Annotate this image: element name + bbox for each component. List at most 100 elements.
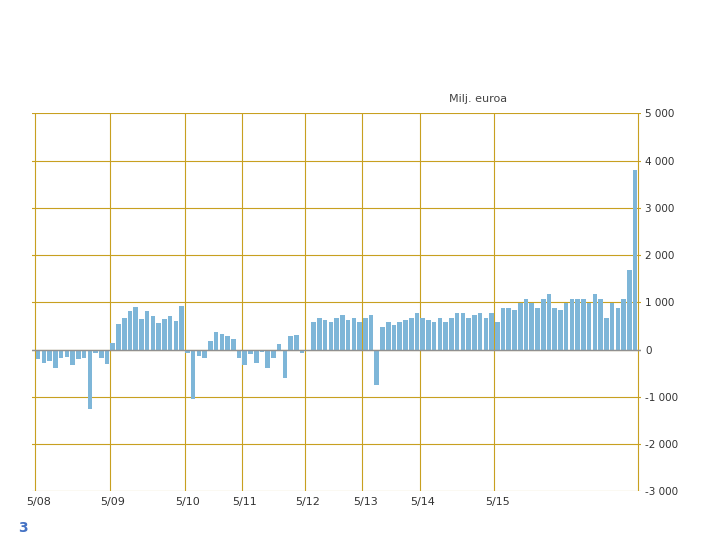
Bar (133, 307, 138, 350)
Bar (598, 299, 603, 350)
Bar (254, 350, 258, 363)
Bar (535, 308, 540, 350)
Bar (71, 350, 75, 365)
Bar (484, 318, 488, 350)
Bar (53, 350, 58, 368)
Bar (191, 350, 195, 399)
Bar (386, 322, 390, 350)
Bar (426, 320, 431, 350)
Bar (409, 318, 413, 350)
Bar (455, 313, 459, 350)
Bar (627, 271, 631, 350)
Bar (185, 350, 189, 354)
Bar (59, 350, 63, 358)
Bar (581, 299, 585, 350)
Bar (231, 339, 235, 350)
Bar (403, 320, 408, 350)
Bar (197, 350, 201, 356)
Bar (220, 334, 224, 350)
Bar (208, 341, 212, 350)
Bar (145, 312, 150, 350)
Text: NETTOMERKINNÄT SUOMALAISISSA: NETTOMERKINNÄT SUOMALAISISSA (18, 22, 392, 40)
Bar (633, 170, 637, 350)
Bar (94, 350, 98, 354)
Bar (346, 320, 351, 350)
Bar (529, 303, 534, 350)
Bar (225, 336, 230, 350)
Bar (266, 350, 270, 368)
Bar (518, 303, 523, 350)
Bar (36, 350, 40, 359)
Bar (380, 327, 384, 350)
Bar (478, 313, 482, 350)
Bar (444, 322, 448, 350)
Bar (351, 318, 356, 350)
Text: SIJOITUSRAHASTOISSA: SIJOITUSRAHASTOISSA (18, 60, 259, 79)
Bar (604, 318, 608, 350)
Bar (174, 321, 178, 350)
Bar (541, 299, 546, 350)
Bar (277, 344, 282, 350)
Bar (461, 313, 465, 350)
Bar (621, 299, 626, 350)
Bar (328, 322, 333, 350)
Bar (150, 315, 156, 350)
Bar (156, 323, 161, 350)
Bar (294, 335, 299, 350)
Bar (575, 299, 580, 350)
Bar (558, 310, 563, 350)
Bar (570, 299, 575, 350)
Bar (363, 318, 368, 350)
Bar (202, 350, 207, 358)
Bar (438, 318, 442, 350)
Bar (564, 303, 569, 350)
Bar (311, 322, 316, 350)
Bar (415, 313, 419, 350)
Bar (512, 310, 517, 350)
Bar (305, 350, 310, 351)
Bar (449, 318, 454, 350)
Bar (552, 308, 557, 350)
Bar (323, 320, 328, 350)
Bar (127, 311, 132, 350)
Bar (283, 350, 287, 378)
Bar (237, 350, 241, 358)
Bar (104, 350, 109, 364)
Bar (369, 315, 374, 350)
Bar (357, 322, 362, 350)
Bar (289, 336, 293, 350)
Bar (139, 319, 144, 350)
Bar (490, 313, 494, 350)
Bar (610, 303, 614, 350)
Bar (99, 350, 104, 358)
Bar (82, 350, 86, 357)
Bar (42, 350, 46, 363)
Bar (467, 318, 471, 350)
Bar (248, 350, 253, 354)
Bar (76, 350, 81, 359)
Text: Milj. euroa: Milj. euroa (449, 94, 508, 104)
Bar (179, 306, 184, 350)
Bar (392, 325, 396, 350)
Bar (271, 350, 276, 358)
Bar (397, 322, 402, 350)
Bar (110, 342, 115, 350)
Bar (334, 318, 339, 350)
Bar (472, 315, 477, 350)
Bar (593, 294, 597, 350)
Bar (214, 332, 218, 350)
Bar (420, 318, 425, 350)
Bar (260, 350, 264, 352)
Bar (48, 350, 52, 361)
Bar (587, 303, 591, 350)
Bar (65, 350, 69, 357)
Bar (88, 350, 92, 409)
Bar (243, 350, 247, 365)
Bar (317, 318, 322, 350)
Bar (374, 350, 379, 385)
Bar (122, 318, 127, 350)
Bar (168, 316, 173, 350)
Bar (523, 299, 528, 350)
Text: 3: 3 (18, 521, 27, 535)
Bar (546, 294, 552, 350)
